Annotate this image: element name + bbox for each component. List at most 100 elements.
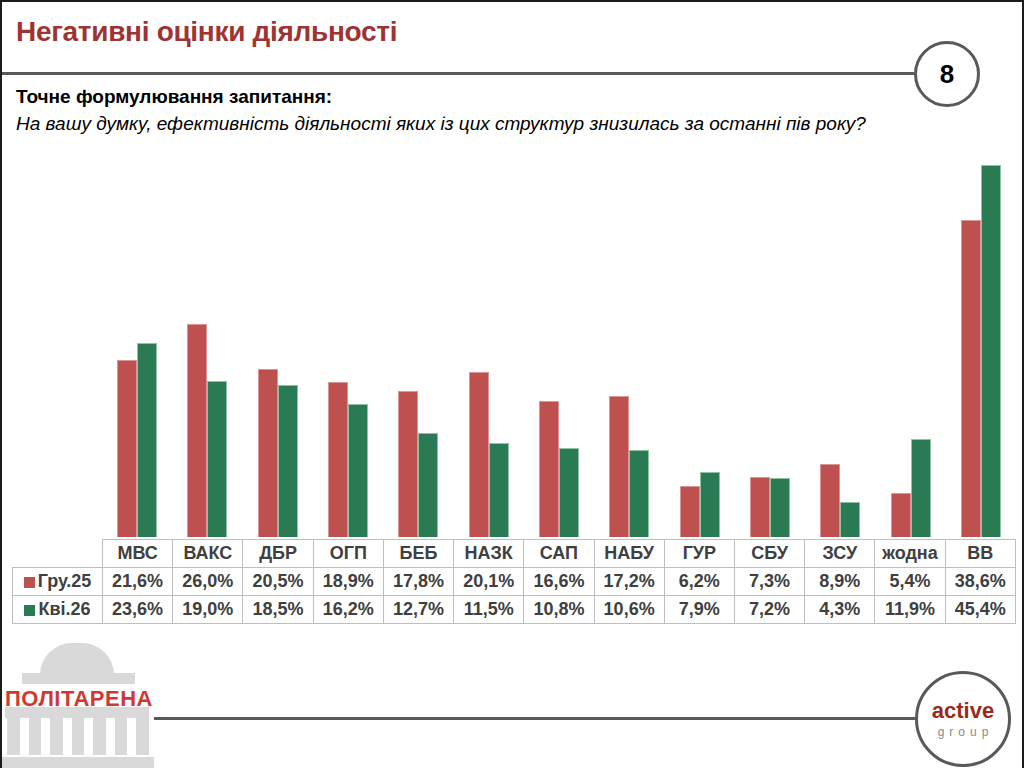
bar-group-МВС: [102, 163, 172, 537]
politarena-wordmark: ПОЛІТАРЕНА: [5, 686, 153, 712]
bar-Кві.26-МВС: [137, 343, 157, 537]
value-Кві.26-НАЗК: 11,5%: [454, 596, 524, 624]
table-header-НАЗК: НАЗК: [454, 540, 524, 568]
bar-group-ВАКС: [172, 163, 242, 537]
value-Гру.25-жодна: 5,4%: [875, 568, 945, 596]
bar-Гру.25-НАБУ: [609, 396, 629, 537]
value-Гру.25-НАЗК: 20,1%: [454, 568, 524, 596]
bar-Кві.26-ГУР: [700, 472, 720, 537]
slide-number-badge: 8: [914, 41, 980, 107]
table-header-СБУ: СБУ: [734, 540, 804, 568]
bar-Кві.26-ДБР: [278, 385, 298, 537]
bar-Кві.26-жодна: [911, 439, 931, 537]
table-header-БЕБ: БЕБ: [383, 540, 453, 568]
bar-Кві.26-НАЗК: [489, 443, 509, 537]
legend-swatch-icon: [24, 605, 35, 616]
bar-group-ГУР: [665, 163, 735, 537]
bar-group-НАБУ: [594, 163, 664, 537]
value-Гру.25-САП: 16,6%: [524, 568, 594, 596]
bar-Гру.25-ГУР: [680, 486, 700, 537]
table-header-ДБР: ДБР: [243, 540, 313, 568]
value-Кві.26-САП: 10,8%: [524, 596, 594, 624]
table-header-ОГП: ОГП: [313, 540, 383, 568]
bar-group-ВВ: [946, 163, 1016, 537]
value-Кві.26-МВС: 23,6%: [103, 596, 173, 624]
table-header-ГУР: ГУР: [664, 540, 734, 568]
building-base: [2, 757, 154, 768]
bar-Гру.25-САП: [539, 401, 559, 537]
table-row: Гру.2521,6%26,0%20,5%18,9%17,8%20,1%16,6…: [13, 568, 1016, 596]
active-group-name: active: [932, 700, 994, 722]
bar-group-САП: [524, 163, 594, 537]
building-band: [22, 673, 135, 684]
bar-Гру.25-ОГП: [328, 382, 348, 537]
chart-data-table: МВСВАКСДБРОГПБЕБНАЗКСАПНАБУГУРСБУЗСУжодн…: [12, 539, 1016, 624]
footer-rule: [154, 717, 915, 720]
value-Гру.25-МВС: 21,6%: [103, 568, 173, 596]
value-Кві.26-ГУР: 7,9%: [664, 596, 734, 624]
active-group-subname: group: [933, 725, 994, 739]
value-Кві.26-ВАКС: 19,0%: [173, 596, 243, 624]
bar-Кві.26-ВВ: [981, 165, 1001, 537]
legend-Кві.26: Кві.26: [13, 596, 103, 624]
bar-Кві.26-БЕБ: [418, 433, 438, 537]
building-dome-icon: [40, 643, 114, 675]
slide: Негативні оцінки діяльності 8 Точне форм…: [0, 0, 1024, 768]
value-Гру.25-ОГП: 18,9%: [313, 568, 383, 596]
table-header-МВС: МВС: [103, 540, 173, 568]
value-Кві.26-НАБУ: 10,6%: [594, 596, 664, 624]
value-Кві.26-ДБР: 18,5%: [243, 596, 313, 624]
table-header-ВВ: ВВ: [945, 540, 1015, 568]
value-Кві.26-ЗСУ: 4,3%: [805, 596, 875, 624]
building-columns-icon: [7, 718, 149, 755]
legend-swatch-icon: [24, 577, 35, 588]
bar-Кві.26-НАБУ: [629, 450, 649, 537]
table-header-НАБУ: НАБУ: [594, 540, 664, 568]
value-Гру.25-БЕБ: 17,8%: [383, 568, 453, 596]
table-header-САП: САП: [524, 540, 594, 568]
bar-Кві.26-ВАКС: [207, 381, 227, 537]
bar-group-НАЗК: [454, 163, 524, 537]
question-label: Точне формулювання запитання:: [16, 86, 332, 108]
table-row: Кві.2623,6%19,0%18,5%16,2%12,7%11,5%10,8…: [13, 596, 1016, 624]
value-Кві.26-БЕБ: 12,7%: [383, 596, 453, 624]
title-rule: [2, 72, 914, 75]
bar-Кві.26-СБУ: [770, 478, 790, 537]
bar-Гру.25-ВАКС: [187, 324, 207, 537]
bar-group-ДБР: [243, 163, 313, 537]
slide-number: 8: [940, 59, 954, 90]
bar-Гру.25-ЗСУ: [820, 464, 840, 537]
bar-Гру.25-БЕБ: [398, 391, 418, 537]
bar-Кві.26-ОГП: [348, 404, 368, 537]
value-Гру.25-СБУ: 7,3%: [734, 568, 804, 596]
legend-Гру.25: Гру.25: [13, 568, 103, 596]
value-Гру.25-НАБУ: 17,2%: [594, 568, 664, 596]
question-text: На вашу думку, ефективність діяльності я…: [16, 110, 1001, 138]
chart-data-table-body: МВСВАКСДБРОГПБЕБНАЗКСАПНАБУГУРСБУЗСУжодн…: [13, 540, 1016, 624]
active-group-logo: active group: [915, 671, 1011, 767]
value-Гру.25-ВАКС: 26,0%: [173, 568, 243, 596]
table-row: МВСВАКСДБРОГПБЕБНАЗКСАПНАБУГУРСБУЗСУжодн…: [13, 540, 1016, 568]
bar-Гру.25-ДБР: [258, 369, 278, 537]
slide-title: Негативні оцінки діяльності: [16, 16, 397, 48]
table-header-жодна: жодна: [875, 540, 945, 568]
bar-group-ОГП: [313, 163, 383, 537]
value-Гру.25-ДБР: 20,5%: [243, 568, 313, 596]
bar-Кві.26-САП: [559, 448, 579, 537]
value-Гру.25-ВВ: 38,6%: [945, 568, 1015, 596]
bar-group-ЗСУ: [805, 163, 875, 537]
bar-group-СБУ: [735, 163, 805, 537]
value-Кві.26-ОГП: 16,2%: [313, 596, 383, 624]
bar-Кві.26-ЗСУ: [840, 502, 860, 537]
table-header-ВАКС: ВАКС: [173, 540, 243, 568]
bar-Гру.25-СБУ: [750, 477, 770, 537]
value-Гру.25-ЗСУ: 8,9%: [805, 568, 875, 596]
bar-Гру.25-ВВ: [961, 220, 981, 537]
bar-Гру.25-НАЗК: [469, 372, 489, 537]
bar-group-жодна: [875, 163, 945, 537]
bar-Гру.25-МВС: [117, 360, 137, 537]
value-Кві.26-ВВ: 45,4%: [945, 596, 1015, 624]
table-header-ЗСУ: ЗСУ: [805, 540, 875, 568]
value-Гру.25-ГУР: 6,2%: [664, 568, 734, 596]
table-corner-cell: [13, 540, 103, 568]
